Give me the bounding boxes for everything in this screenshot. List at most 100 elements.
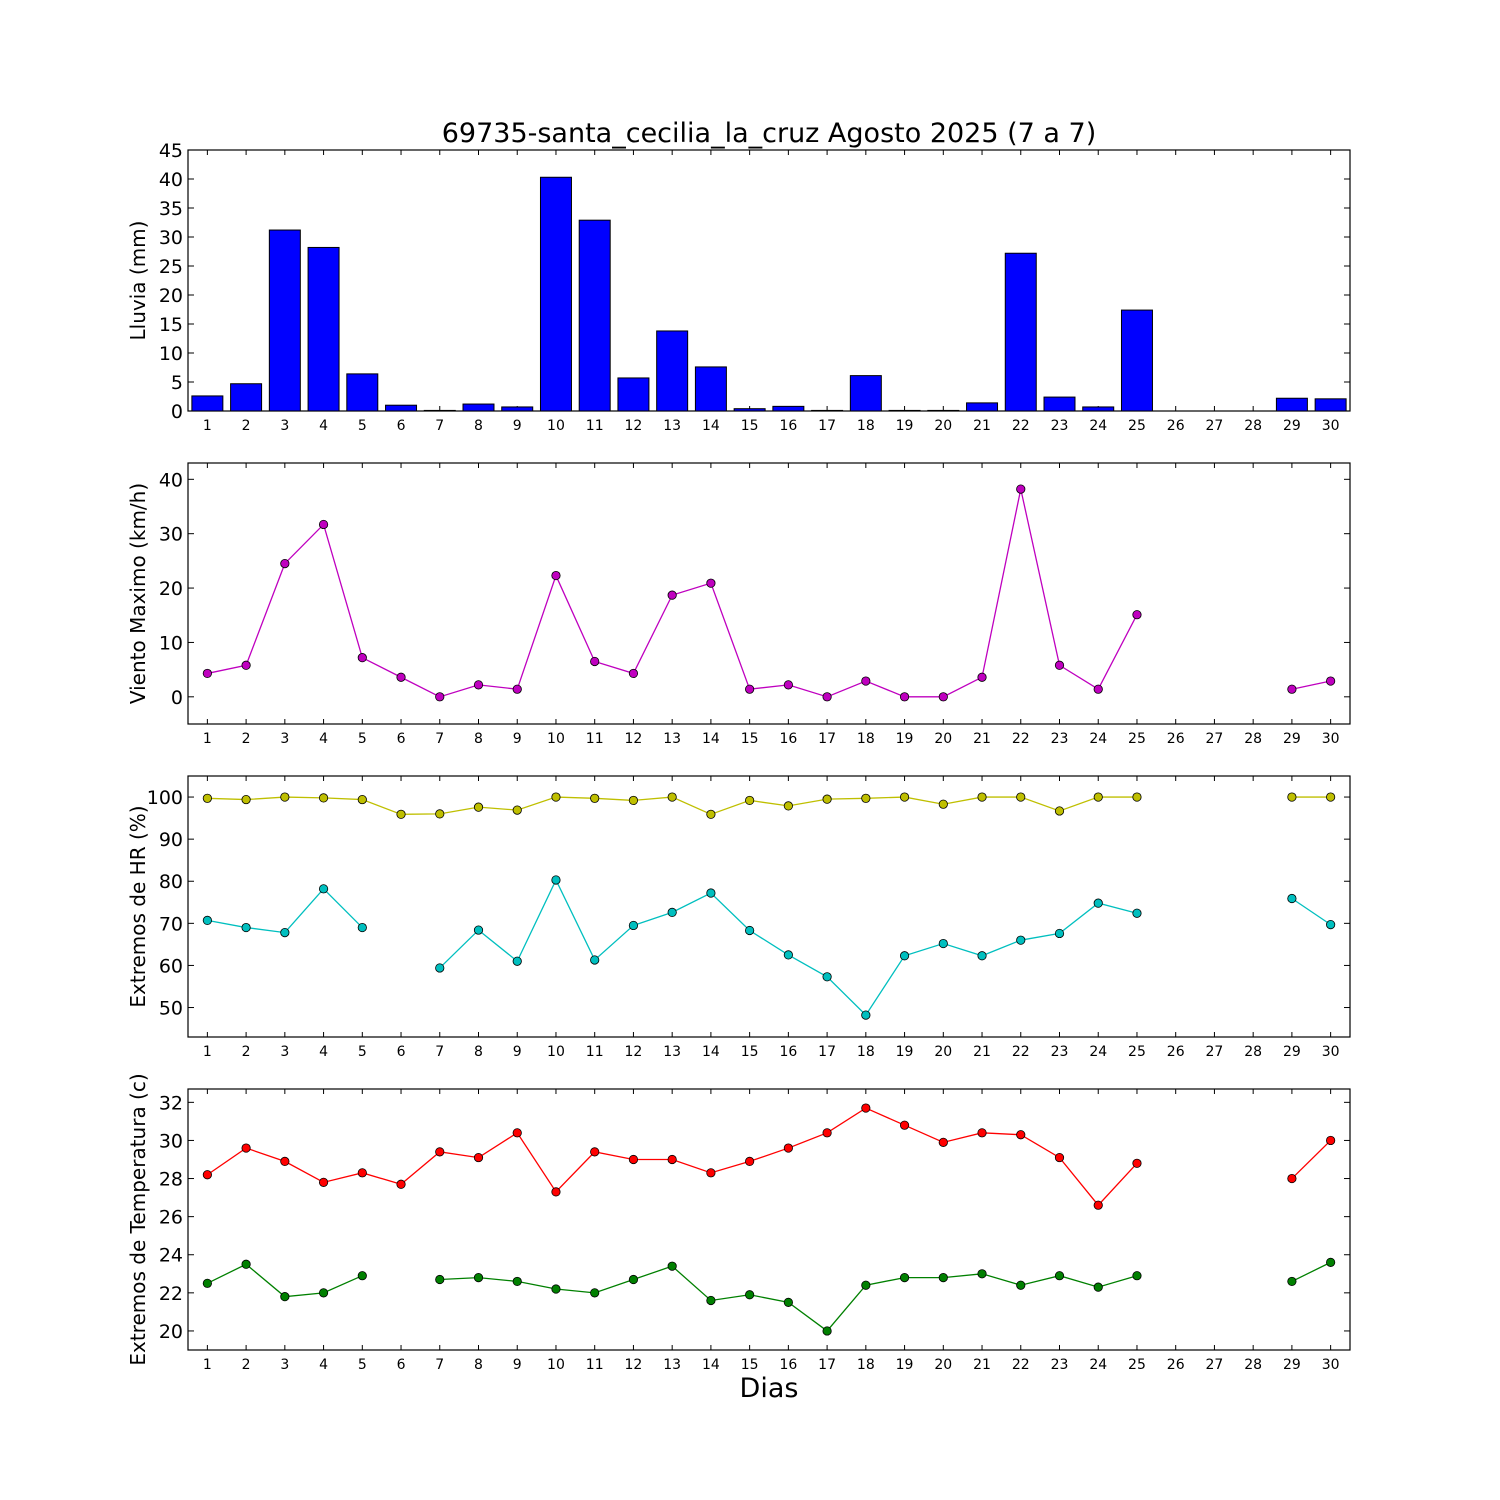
ytick-label: 80 [159, 871, 183, 893]
point-day-4 [318, 519, 329, 530]
point-day-14 [706, 809, 716, 819]
xtick-label: 3 [280, 1044, 289, 1060]
point-day-29 [1287, 684, 1297, 694]
point-day-8 [473, 1152, 484, 1163]
xtick-label: 25 [1128, 731, 1146, 747]
xtick-label: 18 [857, 418, 875, 434]
xtick-label: 17 [818, 1044, 836, 1060]
bar-day-19 [888, 409, 921, 412]
xtick-label: 22 [1012, 418, 1030, 434]
point-day-18 [861, 1280, 871, 1290]
point-day-24 [1093, 898, 1103, 908]
xtick-label: 20 [934, 1357, 952, 1373]
point-day-10 [551, 1187, 561, 1197]
xtick-label: 27 [1206, 1044, 1224, 1060]
point-day-16 [783, 801, 793, 811]
xtick-label: 14 [702, 1044, 720, 1060]
y-axis-label: Extremos de Temperatura (c) [126, 1073, 150, 1365]
xtick-label: 25 [1128, 1044, 1146, 1060]
point-day-24 [1093, 1200, 1103, 1210]
point-day-20 [938, 1137, 948, 1147]
xtick-label: 27 [1206, 418, 1224, 434]
bar-day-3 [268, 229, 301, 412]
point-day-5 [357, 1271, 367, 1281]
ytick-label: 28 [159, 1169, 183, 1191]
xtick-label: 17 [818, 418, 836, 434]
xtick-label: 6 [397, 731, 406, 747]
point-day-12 [628, 1274, 639, 1285]
point-day-1 [202, 793, 212, 803]
point-day-24 [1093, 1282, 1103, 1292]
point-day-22 [1016, 484, 1026, 494]
xtick-label: 12 [625, 1044, 643, 1060]
point-day-11 [590, 1288, 600, 1298]
xtick-label: 1 [203, 731, 212, 747]
xtick-label: 20 [934, 418, 952, 434]
point-day-18 [861, 1103, 871, 1113]
point-day-30 [1326, 792, 1336, 802]
point-day-17 [822, 1326, 832, 1336]
point-day-2 [241, 660, 251, 670]
xtick-label: 30 [1322, 1044, 1340, 1060]
point-day-11 [590, 656, 600, 667]
point-day-14 [706, 1295, 716, 1306]
point-day-29 [1287, 893, 1297, 904]
point-day-14 [706, 1168, 716, 1178]
xtick-label: 22 [1012, 731, 1030, 747]
xtick-label: 10 [547, 731, 565, 747]
point-day-19 [899, 1273, 910, 1283]
ytick-label: 24 [159, 1245, 183, 1267]
xtick-label: 11 [586, 1357, 604, 1373]
xtick-label: 12 [625, 418, 643, 434]
xtick-label: 18 [857, 731, 875, 747]
point-day-13 [667, 1261, 677, 1271]
point-day-17 [822, 794, 832, 804]
xtick-label: 25 [1128, 418, 1146, 434]
point-day-8 [473, 802, 484, 812]
point-day-21 [977, 951, 987, 961]
xtick-label: 19 [896, 1357, 914, 1373]
xtick-label: 24 [1089, 731, 1107, 747]
point-day-9 [512, 805, 522, 815]
xtick-label: 23 [1051, 418, 1069, 434]
bar-day-29 [1275, 397, 1308, 412]
ytick-label: 35 [159, 198, 183, 220]
xtick-label: 8 [474, 1357, 483, 1373]
point-day-7 [435, 1147, 445, 1157]
series-1 [202, 484, 1336, 702]
bar-day-17 [811, 409, 844, 412]
point-day-13 [667, 1154, 677, 1165]
xtick-label: 23 [1051, 1044, 1069, 1060]
point-day-2 [241, 1143, 251, 1153]
point-day-5 [357, 794, 367, 805]
xtick-label: 21 [973, 731, 991, 747]
ytick-label: 10 [159, 343, 183, 365]
point-day-23 [1054, 1271, 1065, 1281]
xtick-label: 13 [663, 731, 681, 747]
point-day-25 [1132, 1158, 1142, 1168]
ytick-label: 20 [159, 285, 183, 307]
xtick-label: 14 [702, 418, 720, 434]
point-day-17 [822, 1128, 832, 1138]
bar-day-13 [656, 330, 689, 412]
xtick-label: 13 [663, 1044, 681, 1060]
bar-day-9 [501, 406, 534, 412]
point-day-11 [590, 1147, 600, 1157]
point-day-7 [435, 963, 445, 973]
ytick-label: 26 [159, 1207, 183, 1229]
bar-day-8 [462, 403, 495, 412]
ytick-label: 100 [147, 787, 183, 809]
bar-day-2 [230, 383, 263, 412]
point-day-25 [1132, 1271, 1142, 1281]
ytick-label: 60 [159, 955, 183, 977]
xtick-label: 25 [1128, 1357, 1146, 1373]
ytick-label: 50 [159, 998, 183, 1020]
y-axis-label: Viento Maximo (km/h) [126, 483, 150, 704]
xtick-label: 14 [702, 1357, 720, 1373]
point-day-29 [1287, 1276, 1297, 1287]
plot-area [187, 1088, 1351, 1351]
xtick-label: 20 [934, 1044, 952, 1060]
point-day-13 [667, 907, 677, 917]
ytick-label: 45 [159, 140, 183, 162]
xtick-label: 15 [741, 1357, 759, 1373]
